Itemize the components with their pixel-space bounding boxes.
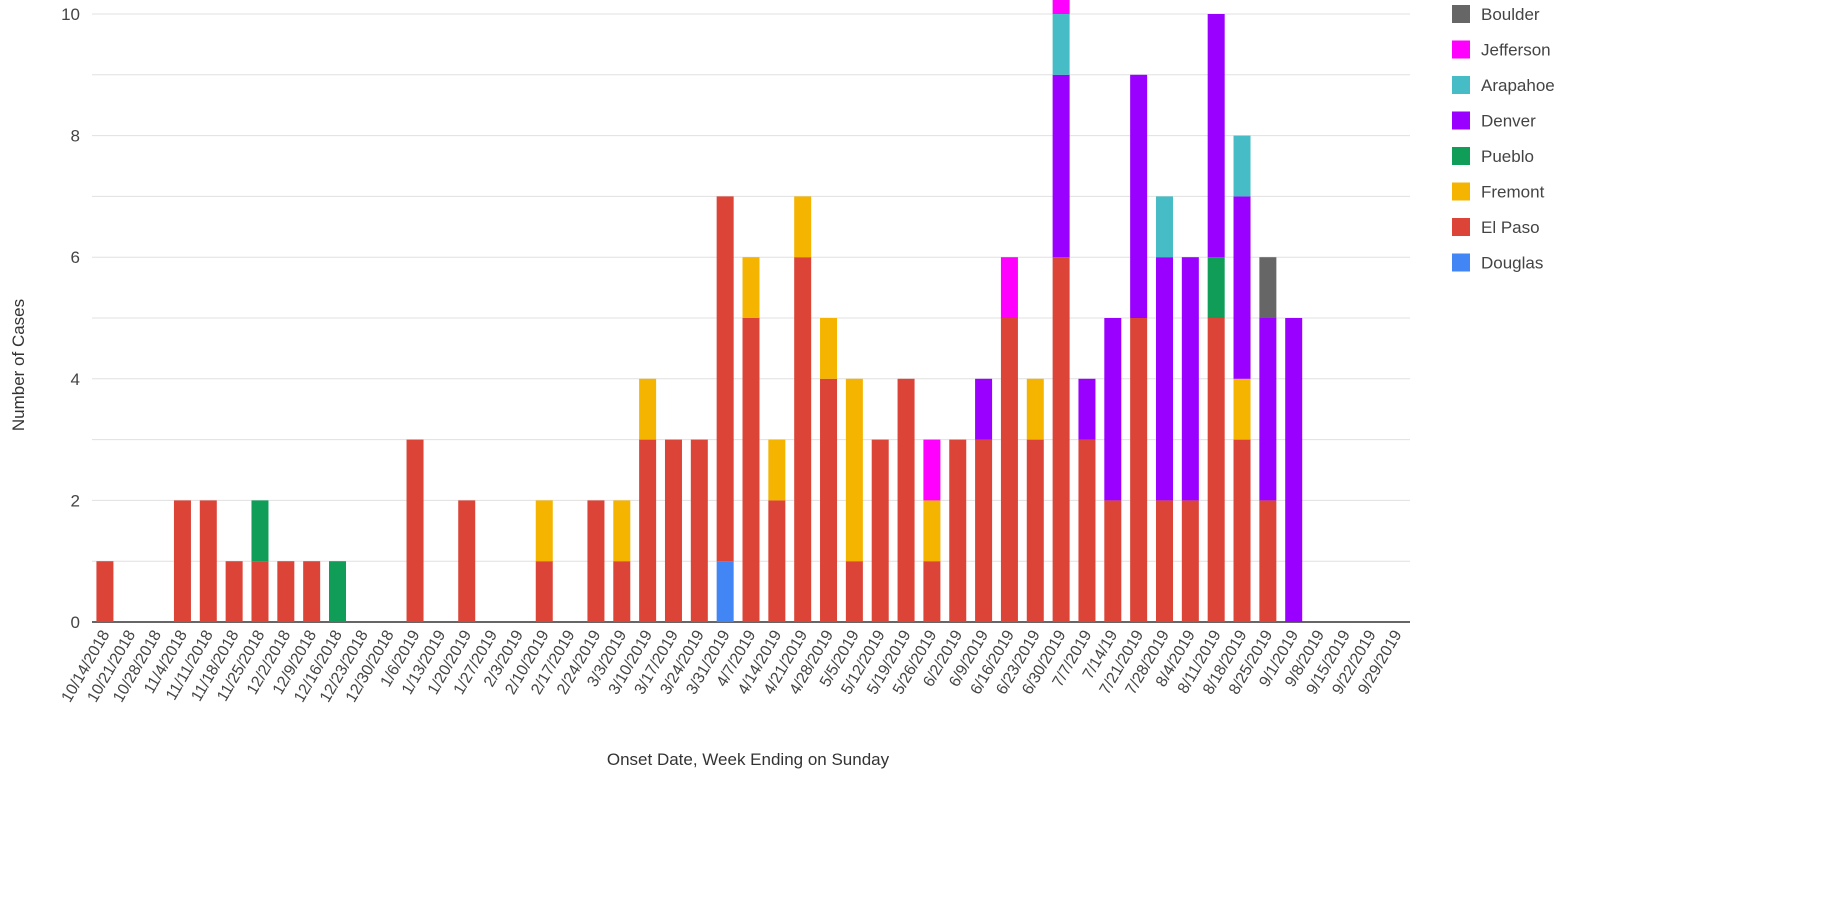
- bar-segment-fremont: [1233, 378, 1251, 440]
- legend-swatch: [1452, 218, 1470, 236]
- bar-segment-el-paso: [845, 561, 863, 622]
- bar-segment-el-paso: [949, 439, 967, 622]
- legend-swatch: [1452, 147, 1470, 165]
- bar-segment-el-paso: [173, 500, 191, 622]
- legend-label: Denver: [1481, 112, 1536, 131]
- y-tick-label: 6: [71, 248, 80, 267]
- bar-segment-el-paso: [742, 318, 760, 622]
- bar-segment-el-paso: [690, 439, 708, 622]
- bar-segment-el-paso: [1026, 439, 1044, 622]
- bar-segment-denver: [1130, 74, 1148, 318]
- bar-segment-denver: [1104, 318, 1122, 501]
- y-axis-ticks: 0 2 4 6 8 10: [61, 5, 80, 632]
- bar-segment-el-paso: [820, 378, 838, 622]
- bar-segment-boulder: [1259, 257, 1277, 318]
- bar-segment-el-paso: [277, 561, 295, 622]
- legend-label: Jefferson: [1481, 41, 1551, 60]
- bar-segment-pueblo: [1207, 257, 1225, 318]
- bar-segment-el-paso: [458, 500, 476, 622]
- y-tick-label: 4: [71, 370, 80, 389]
- bar-segment-fremont: [845, 378, 863, 562]
- y-axis-title: Number of Cases: [9, 299, 28, 431]
- bar-segment-el-paso: [1104, 500, 1122, 622]
- bar-segment-el-paso: [871, 439, 889, 622]
- bar-segment-el-paso: [897, 378, 915, 622]
- bar-segment-el-paso: [225, 561, 243, 622]
- bar-segment-el-paso: [1181, 500, 1199, 622]
- bar-stacks: [96, 0, 1303, 622]
- y-tick-label: 2: [71, 491, 80, 510]
- bar-segment-pueblo: [251, 500, 269, 562]
- bar-segment-denver: [1155, 257, 1173, 501]
- bar-segment-el-paso: [96, 561, 114, 622]
- bar-segment-el-paso: [716, 196, 734, 562]
- bar-segment-el-paso: [923, 561, 941, 622]
- legend-label: Pueblo: [1481, 147, 1534, 166]
- bar-segment-el-paso: [1155, 500, 1173, 622]
- y-tick-label: 8: [71, 127, 80, 146]
- legend-label: El Paso: [1481, 218, 1540, 237]
- bar-segment-denver: [975, 378, 993, 440]
- bar-segment-fremont: [742, 257, 760, 318]
- bar-segment-el-paso: [199, 500, 217, 622]
- y-tick-label: 10: [61, 5, 80, 24]
- bar-segment-fremont: [768, 439, 786, 501]
- bar-segment-el-paso: [1052, 257, 1070, 622]
- bar-segment-fremont: [613, 500, 631, 562]
- bar-segment-el-paso: [975, 439, 993, 622]
- bar-segment-fremont: [794, 196, 812, 258]
- bar-segment-pueblo: [329, 561, 347, 622]
- bar-segment-arapahoe: [1052, 14, 1070, 75]
- bar-segment-el-paso: [1233, 439, 1251, 622]
- bar-segment-el-paso: [794, 257, 812, 622]
- bar-segment-jefferson: [1000, 257, 1018, 318]
- bar-segment-el-paso: [535, 561, 553, 622]
- y-tick-label: 0: [71, 613, 80, 632]
- x-axis-ticks: 10/14/201810/21/201810/28/201811/4/20181…: [59, 627, 1406, 705]
- bar-segment-el-paso: [251, 561, 269, 622]
- bar-segment-fremont: [820, 318, 838, 379]
- bar-segment-el-paso: [1130, 318, 1148, 622]
- bar-segment-arapahoe: [1233, 135, 1251, 197]
- legend-label: Fremont: [1481, 183, 1545, 202]
- bar-segment-el-paso: [303, 561, 321, 622]
- bar-segment-jefferson: [923, 439, 941, 501]
- bar-segment-denver: [1259, 318, 1277, 501]
- bar-segment-denver: [1207, 14, 1225, 258]
- bar-segment-el-paso: [1000, 318, 1018, 622]
- bar-segment-denver: [1285, 318, 1303, 622]
- legend-swatch: [1452, 5, 1470, 23]
- bar-segment-el-paso: [639, 439, 657, 622]
- bar-segment-fremont: [639, 378, 657, 440]
- bar-segment-douglas: [716, 561, 734, 622]
- bar-segment-el-paso: [613, 561, 631, 622]
- legend-label: Arapahoe: [1481, 76, 1555, 95]
- bar-segment-el-paso: [1078, 439, 1096, 622]
- legend-swatch: [1452, 182, 1470, 201]
- legend-swatch: [1452, 111, 1470, 130]
- bar-segment-denver: [1233, 196, 1251, 379]
- bar-segment-el-paso: [406, 439, 424, 622]
- bar-segment-el-paso: [768, 500, 786, 622]
- legend-swatch: [1452, 253, 1470, 272]
- bar-segment-denver: [1052, 74, 1070, 258]
- bar-segment-el-paso: [664, 439, 682, 622]
- bar-segment-fremont: [535, 500, 553, 562]
- x-axis-title: Onset Date, Week Ending on Sunday: [607, 750, 890, 769]
- legend-label: Boulder: [1481, 5, 1540, 24]
- legend-swatch: [1452, 76, 1470, 94]
- bar-segment-arapahoe: [1155, 196, 1173, 258]
- legend: Boulder Jefferson Arapahoe Denver Pueblo Frem…: [1452, 5, 1555, 273]
- bar-segment-el-paso: [587, 500, 605, 622]
- bar-segment-el-paso: [1207, 318, 1225, 622]
- bar-segment-el-paso: [1259, 500, 1277, 622]
- bar-segment-denver: [1078, 378, 1096, 440]
- bar-segment-denver: [1181, 257, 1199, 501]
- legend-swatch: [1452, 40, 1470, 59]
- bar-segment-fremont: [923, 500, 941, 562]
- bar-segment-jefferson: [1052, 0, 1070, 14]
- legend-label: Douglas: [1481, 254, 1543, 273]
- bar-segment-fremont: [1026, 378, 1044, 440]
